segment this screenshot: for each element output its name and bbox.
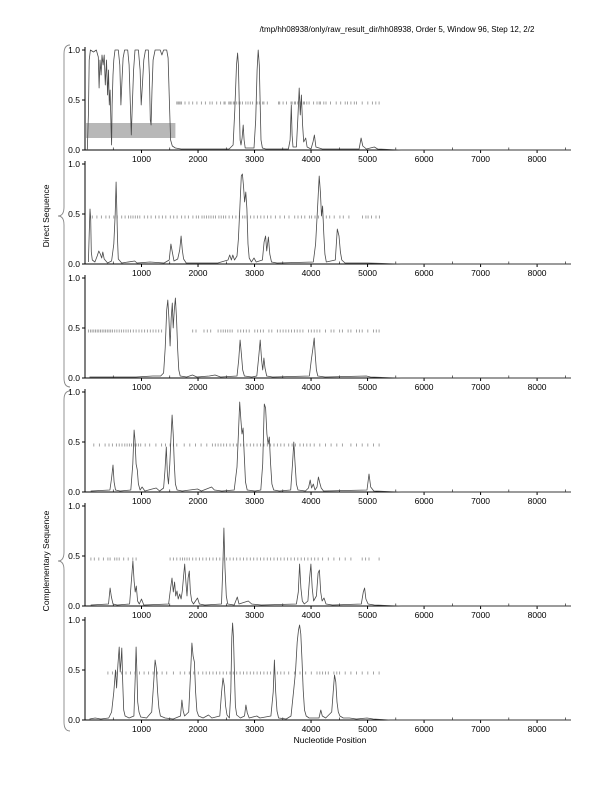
y-tick-label: 0.0 xyxy=(68,145,80,155)
y-tick-label: 1.0 xyxy=(68,387,80,397)
x-tick-label: 1000 xyxy=(132,382,151,392)
x-tick-label: 1000 xyxy=(132,268,151,278)
highlight-bar xyxy=(86,123,176,138)
x-tick-label: 7000 xyxy=(471,496,490,506)
probability-curve-complementary-frame-1 xyxy=(90,401,571,493)
x-tick-label: 5000 xyxy=(358,724,377,734)
probability-curve-direct-frame-2 xyxy=(88,173,571,265)
y-tick-label: 0.5 xyxy=(68,95,80,105)
x-tick-label: 6000 xyxy=(415,268,434,278)
x-tick-label: 2000 xyxy=(189,382,208,392)
x-tick-label: 2000 xyxy=(189,724,208,734)
direct-sequence-brace xyxy=(57,44,71,388)
probability-curve-complementary-frame-3 xyxy=(89,622,571,721)
x-tick-label: 2000 xyxy=(189,268,208,278)
y-tick-label: 0.0 xyxy=(68,487,80,497)
x-tick-label: 5000 xyxy=(358,496,377,506)
y-tick-label: 0.5 xyxy=(68,323,80,333)
y-tick-label: 1.0 xyxy=(68,273,80,283)
x-tick-label: 2000 xyxy=(189,154,208,164)
y-tick-label: 0.0 xyxy=(68,259,80,269)
y-tick-label: 1.0 xyxy=(68,501,80,511)
probability-curve-direct-frame-3 xyxy=(89,297,571,379)
x-tick-label: 6000 xyxy=(415,382,434,392)
x-tick-label: 4000 xyxy=(302,268,321,278)
x-tick-label: 6000 xyxy=(415,496,434,506)
x-tick-label: 3000 xyxy=(245,382,264,392)
y-tick-label: 0.0 xyxy=(68,373,80,383)
x-tick-label: 3000 xyxy=(245,268,264,278)
group-label-complementary-sequence: Complementary Sequence xyxy=(41,510,51,612)
x-tick-label: 7000 xyxy=(471,610,490,620)
probability-curve-direct-frame-1 xyxy=(86,49,571,151)
y-tick-label: 1.0 xyxy=(68,45,80,55)
x-tick-label: 4000 xyxy=(302,724,321,734)
complementary-sequence-brace xyxy=(57,390,71,732)
x-tick-label: 1000 xyxy=(132,496,151,506)
x-tick-label: 8000 xyxy=(528,268,547,278)
x-tick-label: 1000 xyxy=(132,610,151,620)
x-tick-label: 5000 xyxy=(358,382,377,392)
x-tick-label: 3000 xyxy=(245,724,264,734)
y-tick-label: 0.5 xyxy=(68,209,80,219)
probability-curve-complementary-frame-2 xyxy=(90,527,571,607)
x-tick-label: 6000 xyxy=(415,610,434,620)
x-tick-label: 4000 xyxy=(302,154,321,164)
x-tick-label: 4000 xyxy=(302,382,321,392)
x-tick-label: 4000 xyxy=(302,496,321,506)
y-tick-label: 0.5 xyxy=(68,665,80,675)
x-tick-label: 3000 xyxy=(245,154,264,164)
x-tick-label: 8000 xyxy=(528,724,547,734)
x-tick-label: 7000 xyxy=(471,154,490,164)
x-tick-label: 8000 xyxy=(528,154,547,164)
x-tick-label: 1000 xyxy=(132,154,151,164)
x-tick-label: 5000 xyxy=(358,268,377,278)
x-tick-label: 1000 xyxy=(132,724,151,734)
x-tick-label: 8000 xyxy=(528,382,547,392)
x-tick-label: 5000 xyxy=(358,154,377,164)
x-tick-label: 8000 xyxy=(528,496,547,506)
x-tick-label: 7000 xyxy=(471,268,490,278)
x-tick-label: 2000 xyxy=(189,496,208,506)
y-tick-label: 0.5 xyxy=(68,437,80,447)
y-tick-label: 1.0 xyxy=(68,615,80,625)
page-title: /tmp/hh08938/only/raw_result_dir/hh08938… xyxy=(259,25,535,34)
y-tick-label: 0.0 xyxy=(68,601,80,611)
x-tick-label: 7000 xyxy=(471,724,490,734)
y-tick-label: 0.0 xyxy=(68,715,80,725)
group-label-direct-sequence: Direct Sequence xyxy=(41,184,51,248)
x-tick-label: 2000 xyxy=(189,610,208,620)
y-tick-label: 1.0 xyxy=(68,159,80,169)
x-tick-label: 6000 xyxy=(415,724,434,734)
x-tick-label: 6000 xyxy=(415,154,434,164)
x-tick-label: 5000 xyxy=(358,610,377,620)
x-tick-label: 4000 xyxy=(302,610,321,620)
y-tick-label: 0.5 xyxy=(68,551,80,561)
x-tick-label: 3000 xyxy=(245,610,264,620)
x-tick-label: 3000 xyxy=(245,496,264,506)
x-axis-title: Nucleotide Position xyxy=(293,735,367,745)
x-tick-label: 7000 xyxy=(471,382,490,392)
x-tick-label: 8000 xyxy=(528,610,547,620)
